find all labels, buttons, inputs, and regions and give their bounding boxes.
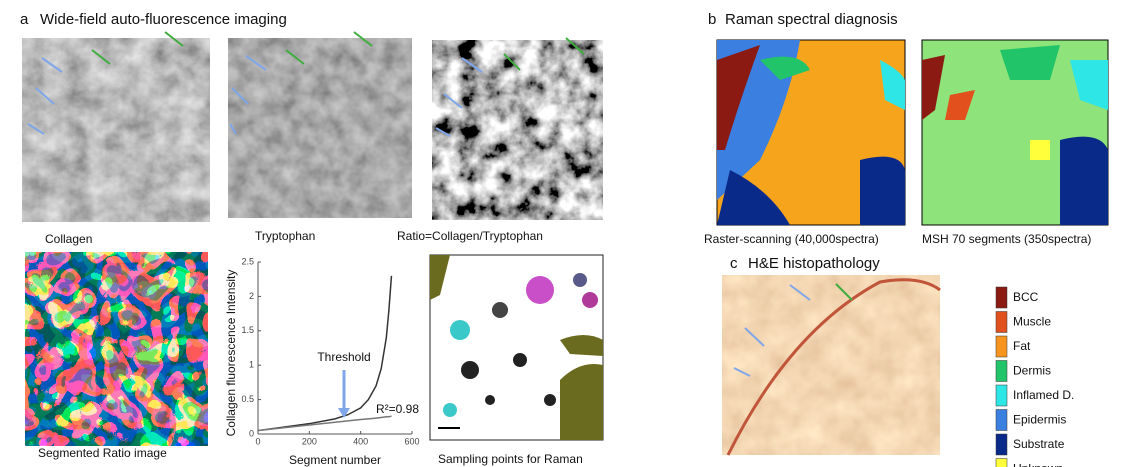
legend-swatch: [996, 434, 1007, 455]
image-caption: Sampling points for Raman: [438, 452, 583, 466]
legend-label: BCC: [1013, 290, 1039, 304]
legend-label: Inflamed D.: [1013, 388, 1074, 402]
x-tick-label: 0: [255, 436, 260, 446]
image-caption: Ratio=Collagen/Tryptophan: [397, 229, 543, 243]
legend: BCC Muscle Fat Dermis Inflamed D. Epidermis Su…: [996, 287, 1074, 467]
legend-swatch: [996, 336, 1007, 357]
he-image: [722, 275, 940, 455]
y-tick-label: 0: [249, 428, 254, 438]
x-axis-label: Segment number: [289, 453, 381, 467]
image-caption: MSH 70 segments (350spectra): [922, 232, 1091, 246]
panel-letter: b: [708, 11, 716, 28]
image-caption: Raster-scanning (40,000spectra): [704, 232, 879, 246]
y-tick-label: 2: [249, 291, 254, 301]
legend-label: Substrate: [1013, 437, 1065, 451]
panel-letter: a: [20, 11, 29, 28]
segmented-image: [25, 252, 208, 446]
collagen-image: [22, 38, 210, 222]
legend-label: Dermis: [1013, 364, 1051, 378]
legend-swatch: [996, 459, 1007, 467]
image-caption: Tryptophan: [255, 229, 315, 243]
y-tick-label: 2.5: [241, 256, 254, 266]
annotation: Threshold: [317, 350, 370, 364]
panel-letter: c: [730, 255, 738, 272]
line: [258, 416, 391, 430]
legend-swatch: [996, 312, 1007, 333]
x-tick-label: 600: [404, 436, 419, 446]
tryptophan-image: [228, 38, 412, 218]
image-caption: Collagen: [45, 232, 92, 246]
raster-map: [717, 40, 905, 225]
figure: a Wide-field auto-fluorescence imaging C…: [0, 0, 1140, 467]
y-tick-label: 0.5: [241, 394, 254, 404]
legend-swatch: [996, 287, 1007, 308]
x-tick-label: 200: [302, 436, 317, 446]
legend-label: Muscle: [1013, 315, 1051, 329]
legend-label: Fat: [1013, 339, 1031, 353]
y-tick-label: 1.5: [241, 325, 254, 335]
panel-title: Wide-field auto-fluorescence imaging: [40, 11, 287, 28]
msh-map: [922, 40, 1108, 225]
x-tick-label: 400: [353, 436, 368, 446]
plot: 0 0.5 1 1.5 2 2.5 0 200 400 600 Segment number Coll…: [224, 256, 419, 467]
panel-title: H&E histopathology: [748, 255, 880, 272]
sampling-image: [430, 255, 603, 440]
annotation: R²=0.98: [376, 402, 419, 416]
legend-label: Unknown: [1013, 462, 1063, 467]
y-tick-label: 1: [249, 360, 254, 370]
y-axis-label: Collagen fluorescence Intensity: [224, 270, 238, 437]
legend-swatch: [996, 361, 1007, 382]
legend-label: Epidermis: [1013, 413, 1066, 427]
legend-swatch: [996, 410, 1007, 431]
panel-title: Raman spectral diagnosis: [725, 11, 898, 28]
threshold-arrowhead: [338, 408, 350, 418]
image-caption: Segmented Ratio image: [38, 446, 167, 460]
legend-swatch: [996, 385, 1007, 406]
